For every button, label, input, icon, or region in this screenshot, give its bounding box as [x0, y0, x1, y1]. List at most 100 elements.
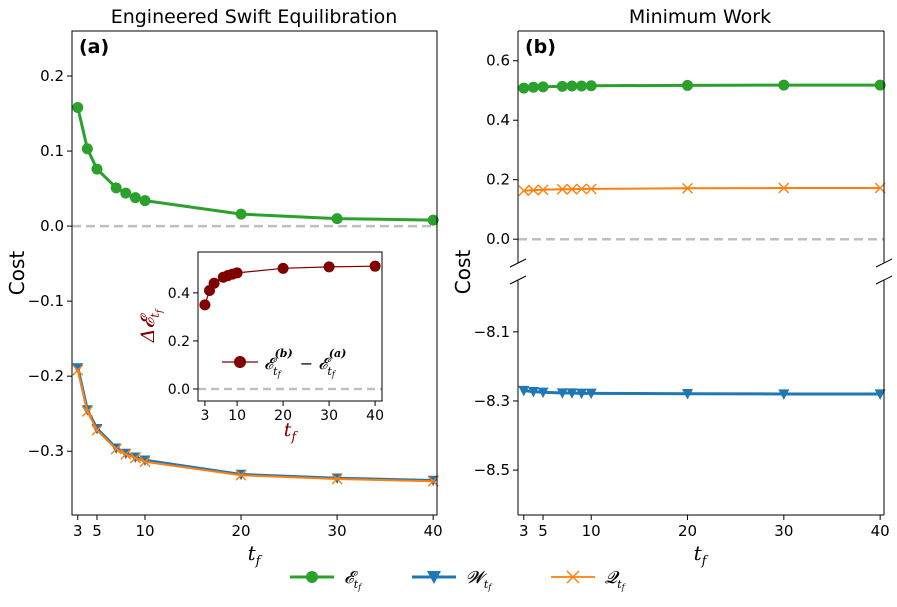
data-point-E: [874, 79, 886, 91]
legend-marker-x: [566, 570, 580, 584]
x-tick-label: 10: [228, 408, 246, 424]
data-point-Q: [120, 448, 132, 460]
x-tick-label: 10: [582, 522, 601, 540]
y-tick-label: 0.1: [40, 142, 64, 160]
data-point-E: [129, 192, 141, 204]
legend-label-heat: 𝓠tf: [605, 568, 627, 592]
x-tick-label: 20: [232, 522, 251, 540]
legend-marker-circle: [306, 571, 318, 583]
panel-a: Engineered Swift Equilibration (a) −0.3 −…: [5, 6, 443, 569]
x-tick-label: 3: [519, 522, 529, 540]
y-tick-label: −0.2: [28, 367, 64, 385]
x-tick-label: 3: [200, 408, 209, 424]
axis-break-marks: [509, 258, 893, 285]
y-tick-label: 0.6: [486, 52, 510, 70]
data-point-Q: [874, 182, 886, 194]
data-point-E: [139, 195, 151, 207]
data-point-E: [518, 82, 530, 94]
data-point-E: [682, 79, 694, 91]
panel-a-y-ticks: −0.3 −0.2 −0.1 0.0 0.1 0.2: [28, 67, 72, 460]
data-point-Q: [778, 182, 790, 194]
data-point-E: [235, 208, 247, 220]
series-line-E: [76, 107, 434, 222]
data-point-E: [585, 80, 597, 92]
panel-b-x-ticks: 3 5 10 20 30 40: [519, 515, 890, 540]
y-tick-label: 0.0: [486, 230, 510, 248]
legend-item-work: 𝓦tf: [412, 568, 493, 592]
x-tick-label: 10: [135, 522, 154, 540]
legend-label-work: 𝓦tf: [466, 568, 493, 592]
data-point-W: [518, 385, 530, 397]
data-point-E: [527, 81, 539, 93]
y-tick-label: −8.3: [474, 392, 510, 410]
inset-plot-area: [198, 260, 382, 391]
panel-b-y-label: Cost: [451, 250, 475, 295]
data-point-Q: [81, 405, 93, 417]
data-point-Q: [235, 469, 247, 481]
panel-a-label: (a): [79, 36, 109, 58]
data-point-Q: [331, 473, 343, 485]
y-tick-label: −0.1: [28, 292, 64, 310]
series-line-Q: [523, 187, 881, 192]
data-point-Q: [72, 364, 84, 376]
inset-x-ticks: 3 10 20 30 40: [200, 401, 384, 424]
x-tick-label: 30: [328, 522, 347, 540]
data-point-E: [81, 143, 93, 155]
data-point-E: [331, 213, 343, 225]
panel-a-title: Engineered Swift Equilibration: [111, 6, 398, 28]
data-point-W: [556, 388, 568, 399]
data-point-E: [427, 214, 439, 226]
panel-b-frame: [517, 30, 885, 516]
data-point-Q: [129, 452, 141, 464]
inset-data-point: [323, 261, 335, 273]
data-point-Q: [91, 424, 103, 436]
y-tick-label: 0.2: [486, 171, 510, 189]
inset-data-point: [208, 277, 220, 289]
y-tick-label: 0.4: [168, 286, 190, 302]
panel-a-y-label: Cost: [5, 251, 29, 296]
inset-legend-marker: [234, 356, 246, 368]
panel-a-plot-area: [72, 102, 439, 487]
y-tick-label: 0.2: [40, 67, 64, 85]
inset-chart: 0.00.20.4 3 10 20 30 40 Δ𝓔tf tf 𝓔tf(b) − 𝓔tf…: [137, 251, 384, 445]
inset-frame: [197, 251, 383, 402]
data-point-Q: [427, 475, 439, 487]
inset-data-point: [199, 299, 211, 311]
data-point-W: [72, 363, 84, 374]
data-point-Q: [527, 184, 539, 196]
data-point-W: [566, 388, 578, 399]
inset-x-label: tf: [284, 419, 299, 445]
panel-a-frame: [71, 30, 438, 516]
x-tick-label: 20: [678, 522, 697, 540]
data-point-E: [778, 79, 790, 91]
inset-y-ticks: 0.0 0.2 0.4: [168, 286, 198, 398]
data-point-Q: [566, 183, 578, 195]
data-point-E: [556, 80, 568, 92]
inset-data-point: [369, 260, 381, 272]
inset-y-label: Δ𝓔tf: [137, 308, 165, 343]
x-tick-label: 3: [73, 522, 83, 540]
data-point-W: [576, 388, 588, 400]
legend: 𝓔tf 𝓦tf 𝓠tf: [290, 568, 627, 592]
panel-b-x-label: tf: [694, 541, 709, 569]
data-point-W: [585, 388, 597, 400]
data-point-E: [110, 182, 122, 194]
data-point-E: [576, 80, 588, 92]
data-point-W: [874, 389, 886, 400]
data-point-W: [527, 386, 539, 398]
y-tick-label: −0.3: [28, 442, 64, 460]
series-line-W: [523, 389, 881, 396]
data-point-W: [537, 387, 549, 399]
x-tick-label: 5: [538, 522, 548, 540]
data-point-Q: [518, 185, 530, 197]
data-point-Q: [139, 456, 151, 468]
x-tick-label: 5: [92, 522, 102, 540]
inset-data-point: [277, 262, 289, 274]
x-tick-label: 20: [274, 408, 292, 424]
y-tick-label: 0.0: [168, 382, 190, 398]
panel-b-label: (b): [525, 36, 556, 58]
panel-b-title: Minimum Work: [629, 6, 771, 28]
y-tick-label: 0.4: [486, 111, 510, 129]
data-point-Q: [556, 183, 568, 195]
